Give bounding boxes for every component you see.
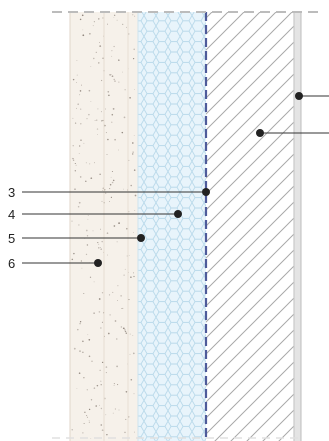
- callout-2: [256, 129, 329, 137]
- callout-6: 6: [8, 256, 102, 271]
- callout-dot: [94, 259, 102, 267]
- interior-finish-layer: [294, 12, 301, 441]
- callout-5: 5: [8, 231, 145, 246]
- substrate-hatch: [206, 12, 294, 441]
- callout-dot: [256, 129, 264, 137]
- callouts: 3 4 5 6: [8, 92, 329, 271]
- callout-dot: [295, 92, 303, 100]
- render-speckle: [71, 14, 137, 439]
- callout-dot: [202, 188, 210, 196]
- callout-label: 4: [8, 207, 15, 222]
- callout-label: 3: [8, 185, 15, 200]
- callout-3: 3: [8, 185, 210, 200]
- wall-layers: [70, 12, 302, 441]
- callout-4: 4: [8, 207, 182, 222]
- callout-dot: [137, 234, 145, 242]
- callout-dot: [174, 210, 182, 218]
- insulation-pattern: [138, 12, 206, 441]
- callout-1: [295, 92, 329, 100]
- callout-label: 6: [8, 256, 15, 271]
- section-frame: [52, 11, 318, 441]
- callout-label: 5: [8, 231, 15, 246]
